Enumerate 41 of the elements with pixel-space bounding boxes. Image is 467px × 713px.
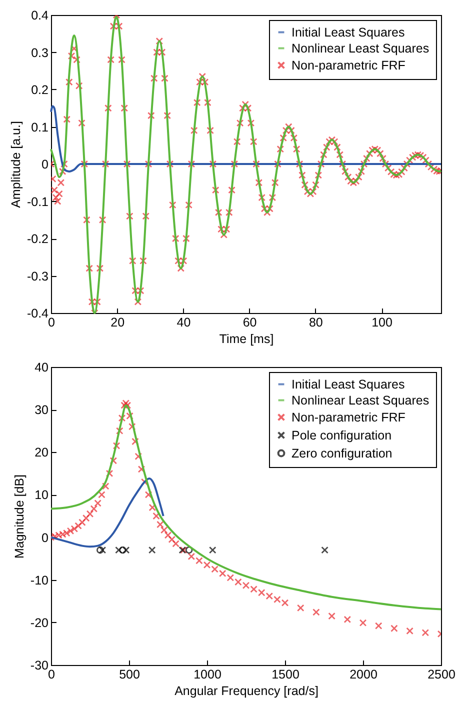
y-tick-label: -10	[30, 573, 49, 588]
x-tick-label: 60	[242, 316, 257, 330]
x-axis-title: Angular Frequency [rad/s]	[174, 684, 318, 698]
y-tick-label: 0.3	[31, 46, 49, 60]
legend-label: Initial Least Squares	[292, 377, 405, 392]
y-tick-label: -0.4	[26, 306, 49, 320]
y-tick-label: 20	[34, 446, 49, 460]
x-tick-label: 1500	[272, 668, 300, 682]
legend-label: Pole configuration	[292, 428, 392, 442]
y-tick-label: 30	[34, 403, 49, 418]
x-tick-label: 100	[372, 316, 392, 330]
x-tick-label: 1000	[194, 668, 222, 682]
x-tick-label: 2500	[428, 668, 456, 682]
legend-label: Initial Least Squares	[292, 25, 405, 40]
y-tick-label: -30	[30, 658, 49, 672]
legend-label: Nonlinear Least Squares	[292, 41, 430, 56]
x-tick-label: 500	[119, 668, 140, 682]
y-tick-label: -0.1	[26, 194, 49, 209]
y-tick-label: -20	[30, 616, 49, 630]
legend-label: Non-parametric FRF	[292, 58, 406, 72]
legend-label: Non-parametric FRF	[292, 410, 406, 424]
line-series	[50, 105, 442, 172]
x-tick-label: 80	[308, 316, 323, 330]
x-axis-title: Time [ms]	[219, 332, 274, 346]
y-tick-label: 10	[34, 488, 49, 502]
y-tick-label: 0.4	[31, 8, 49, 22]
y-tick-label: 0	[42, 158, 49, 172]
y-tick-label: 0.2	[31, 83, 49, 97]
y-axis-title: Magnitude [dB]	[12, 474, 26, 559]
x-tick-label: 40	[176, 316, 191, 330]
y-axis-title: Amplitude [a.u.]	[8, 121, 23, 208]
y-tick-label: -0.2	[26, 232, 49, 246]
legend-label: Zero configuration	[292, 446, 392, 460]
line-series	[50, 478, 164, 548]
y-tick-label: -0.3	[26, 269, 49, 284]
x-tick-label: 20	[110, 316, 125, 330]
x-tick-label: 2000	[350, 668, 378, 682]
legend-label: Nonlinear Least Squares	[292, 393, 430, 408]
y-tick-label: 0.1	[31, 120, 49, 134]
y-tick-label: 40	[34, 360, 49, 374]
y-tick-label: 0	[42, 530, 49, 545]
